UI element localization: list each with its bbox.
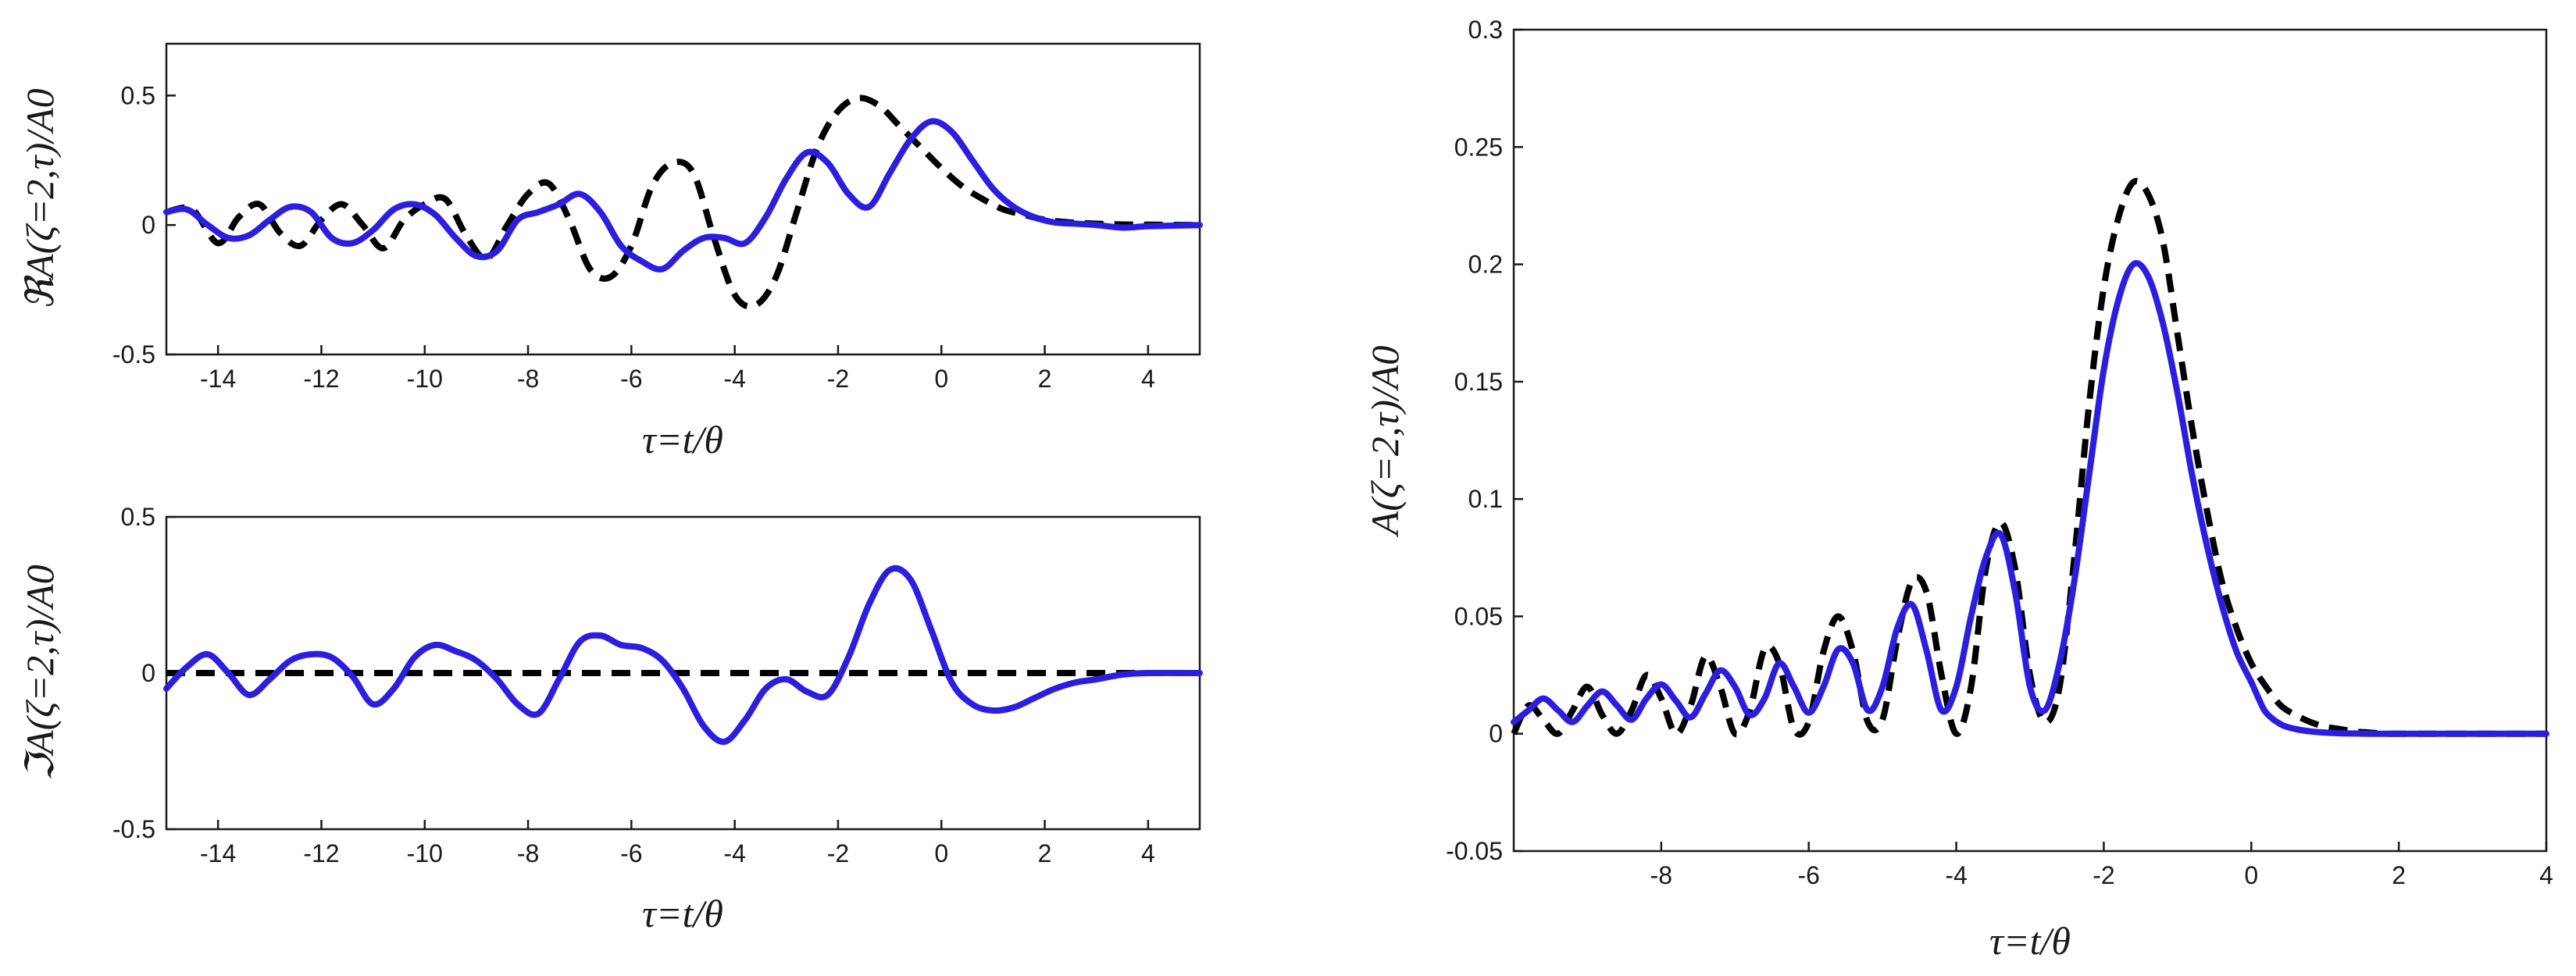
x-tick-label: -12 [303,839,339,867]
x-tick-label: 0 [934,839,948,867]
y-tick-label: 0.5 [121,503,155,531]
x-tick-label: -10 [407,365,443,393]
series-dashed-line [1511,177,2546,738]
axis-ticks: -8 -6 -4 -2 0 2 4 -0.05 0 0.05 0.1 0.15 0.2 0.25 0.3 [1446,16,2553,889]
x-tick-label: -2 [2093,861,2114,889]
series-solid-line [1511,260,2549,737]
series-solid-line [163,565,1203,746]
y-axis-label: ℜA(ζ=2,τ)/A0 [18,88,62,309]
x-axis-label: τ=t/θ [642,892,723,935]
x-tick-label: -4 [1945,861,1967,889]
y-tick-label: -0.05 [1446,837,1503,865]
x-tick-label: -6 [620,839,642,867]
series-dashed-line [166,94,1201,310]
y-tick-label: 0.2 [1468,251,1503,279]
axis-ticks: -14 -12 -10 -8 -6 -4 -2 0 2 4 -0.5 0 0.5 [112,81,1155,393]
x-tick-label: -6 [620,365,642,393]
x-tick-label: -8 [517,365,539,393]
x-tick-label: -14 [200,365,236,393]
x-tick-label: -4 [723,839,745,867]
x-tick-label: 4 [2539,861,2553,889]
panel-amplitude: -8 -6 -4 -2 0 2 4 -0.05 0 0.05 0.1 0.15 0.2 0.25 0.3 τ… [1363,16,2553,963]
y-tick-label: 0 [1489,720,1503,748]
x-tick-label: -4 [723,365,745,393]
y-axis-label: ℑA(ζ=2,τ)/A0 [18,565,62,782]
x-tick-label: -10 [407,839,443,867]
plot-frame [1512,28,2548,853]
x-axis-label: τ=t/θ [1989,919,2071,963]
y-tick-label: 0.1 [1468,485,1503,513]
x-axis-label: τ=t/θ [642,418,723,461]
y-axis-label: A(ζ=2,τ)/A0 [1363,346,1407,538]
x-tick-label: -6 [1797,861,1819,889]
x-tick-label: -8 [517,839,539,867]
y-tick-label: 0.15 [1454,368,1503,396]
x-tick-label: 2 [2392,861,2406,889]
panel-imaginary-part: -14 -12 -10 -8 -6 -4 -2 0 2 4 -0.5 0 0.5 τ=t/θ ℑA(ζ=… [18,503,1203,935]
x-tick-label: 2 [1038,365,1052,393]
x-tick-label: -14 [200,839,236,867]
series-solid-line [163,118,1203,272]
y-tick-label: 0.25 [1454,133,1503,161]
x-tick-label: -2 [827,365,849,393]
y-tick-label: 0.3 [1468,16,1503,44]
y-tick-label: 0.05 [1454,602,1503,630]
y-tick-label: 0 [141,211,155,239]
x-tick-label: -8 [1650,861,1672,889]
panel-real-part: -14 -12 -10 -8 -6 -4 -2 0 2 4 -0.5 0 0.5 τ=t/θ ℜA(ζ=… [18,42,1203,461]
plot-frame [165,42,1201,356]
x-tick-label: -2 [827,839,849,867]
x-tick-label: 0 [934,365,948,393]
x-tick-label: 2 [1038,839,1052,867]
axis-ticks: -14 -12 -10 -8 -6 -4 -2 0 2 4 -0.5 0 0.5 [112,503,1155,867]
y-tick-label: 0 [141,659,155,687]
x-tick-label: -12 [303,365,339,393]
x-tick-label: 4 [1141,839,1155,867]
y-tick-label: -0.5 [112,815,155,843]
y-tick-label: -0.5 [112,340,155,369]
y-tick-label: 0.5 [121,81,155,109]
x-tick-label: 0 [2244,861,2258,889]
x-tick-label: 4 [1141,365,1155,393]
